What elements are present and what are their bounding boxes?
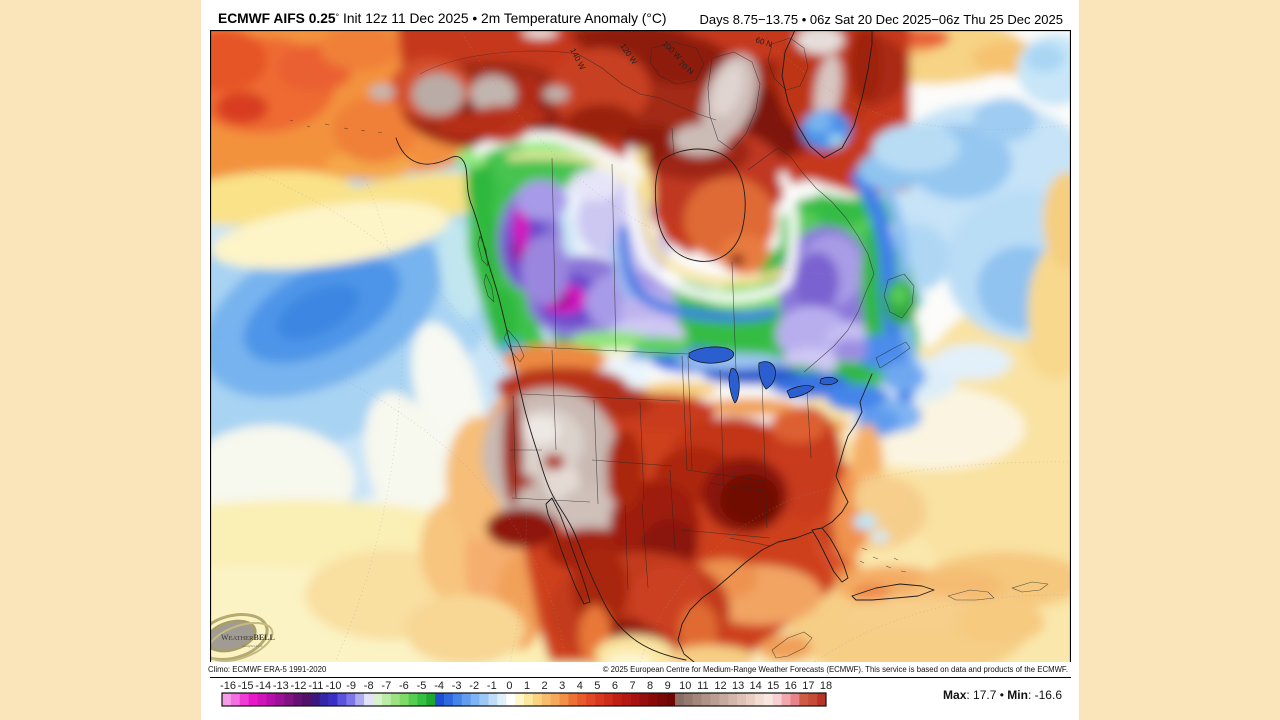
svg-text:Analytics LLC: Analytics LLC — [242, 644, 264, 648]
svg-text:WEATHERBELL: WEATHERBELL — [221, 633, 275, 642]
